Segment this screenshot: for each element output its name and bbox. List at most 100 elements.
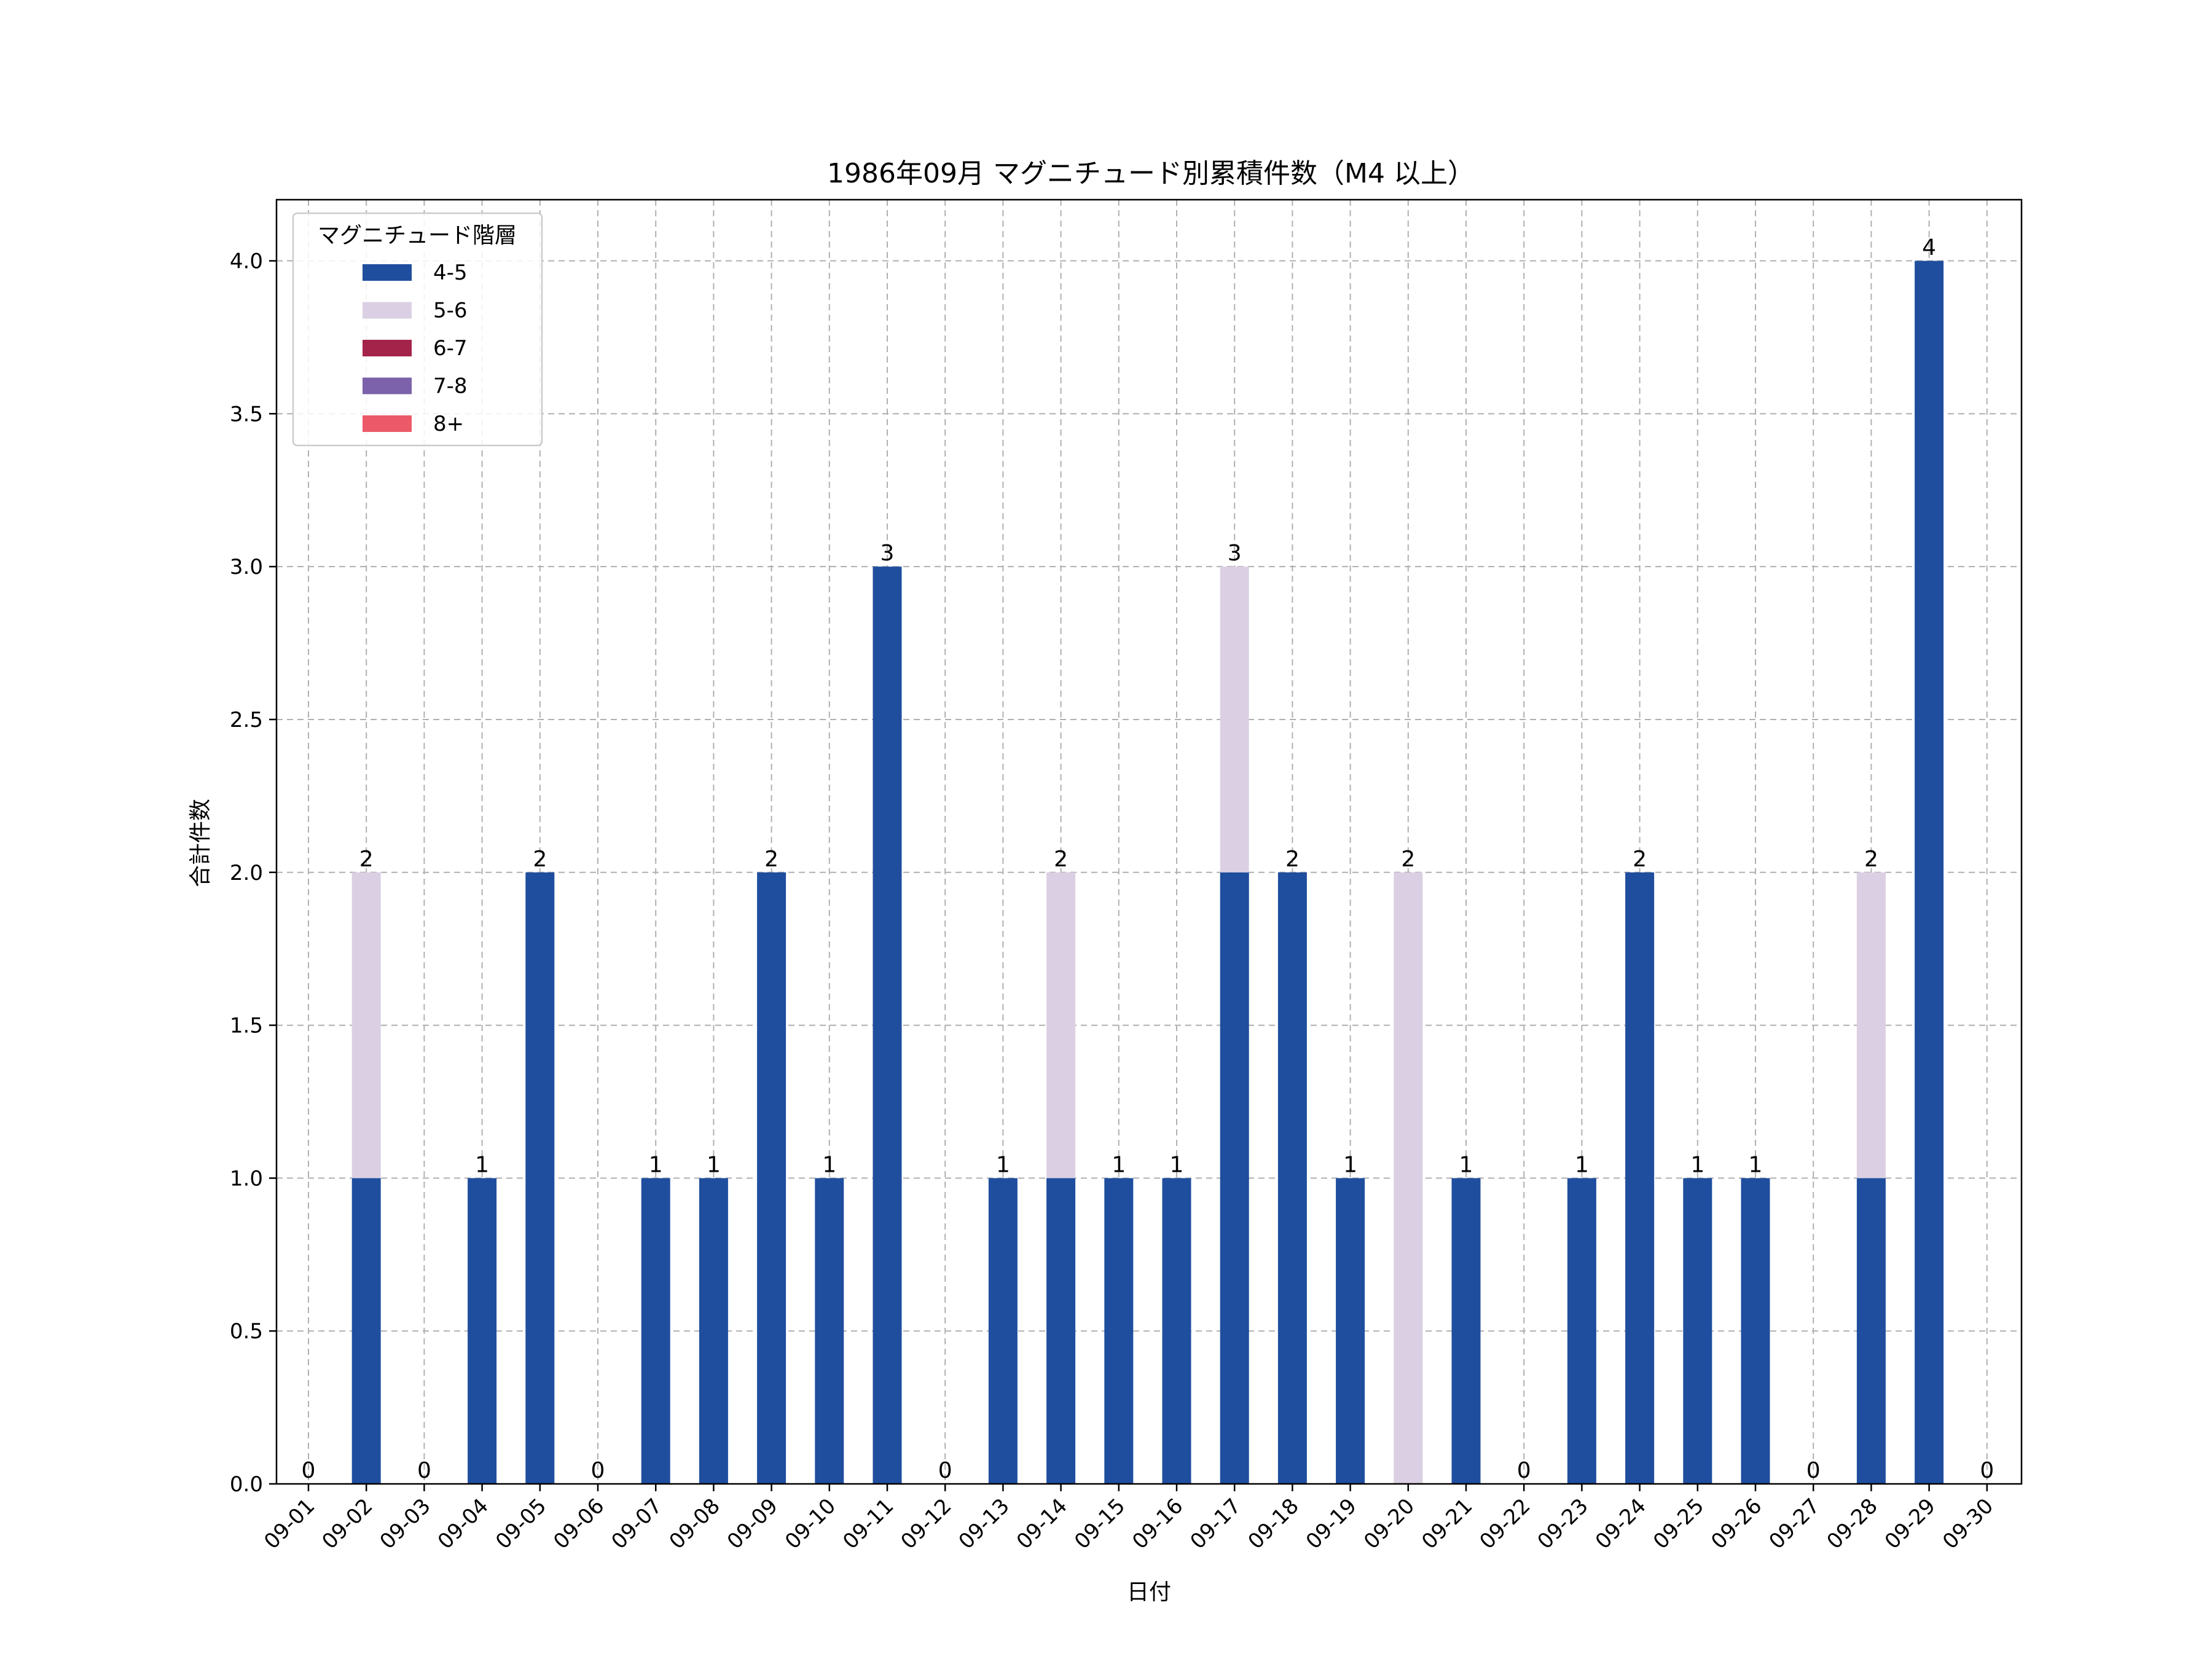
bar-segment-4-5 — [1277, 872, 1307, 1484]
plot-area-frame — [275, 198, 2023, 1485]
legend-items: 4-5 5-6 6-7 7-8 8+ — [363, 261, 468, 436]
x-tick-label: 09-08 — [665, 1494, 725, 1554]
bar-segment-4-5 — [525, 872, 555, 1484]
bar-segment-4-5 — [468, 1178, 497, 1484]
bar-segment-4-5 — [1856, 1178, 1886, 1484]
bar-segment-5-6 — [1856, 872, 1886, 1179]
x-tick-label: 09-30 — [1938, 1494, 1998, 1554]
x-tick-label: 09-16 — [1128, 1494, 1188, 1554]
bar-total-label: 0 — [938, 1458, 952, 1483]
bar-segment-4-5 — [641, 1178, 670, 1484]
bar-total-label: 2 — [359, 847, 374, 872]
bar-total-label: 1 — [1112, 1152, 1126, 1177]
bar-total-label: 0 — [591, 1458, 605, 1483]
bar-total-label: 1 — [1459, 1152, 1473, 1177]
x-tick-label: 09-23 — [1533, 1494, 1593, 1554]
legend-swatch-5-6 — [363, 302, 412, 319]
bar-segment-4-5 — [1046, 1178, 1076, 1484]
y-tick-label: 2.0 — [230, 861, 263, 885]
bar-total-label: 2 — [1864, 847, 1878, 872]
bar-total-label: 1 — [1343, 1152, 1357, 1177]
bar-segment-4-5 — [873, 567, 902, 1484]
x-tick-label: 09-09 — [723, 1494, 783, 1554]
legend-swatch-7-8 — [363, 377, 412, 394]
y-tick-label: 1.5 — [230, 1014, 263, 1038]
bar-total-label: 3 — [880, 541, 895, 566]
bar-total-label: 0 — [1517, 1458, 1531, 1483]
bar-segment-4-5 — [1451, 1178, 1481, 1484]
y-tick-label: 2.5 — [230, 708, 263, 732]
x-tick-label: 09-29 — [1880, 1494, 1940, 1554]
y-tick-label: 1.0 — [230, 1166, 263, 1191]
bar-segment-4-5 — [1220, 872, 1249, 1484]
bar-total-label: 1 — [1170, 1152, 1184, 1177]
bar-total-label: 1 — [1749, 1152, 1763, 1177]
x-tick-label: 09-04 — [433, 1494, 493, 1554]
bar-segment-5-6 — [351, 872, 381, 1179]
bar-total-label: 2 — [1633, 847, 1647, 872]
bar-segment-4-5 — [1741, 1178, 1770, 1484]
bar-total-label: 1 — [475, 1152, 489, 1177]
legend-label: 8+ — [433, 412, 464, 436]
bar-total-label: 0 — [1980, 1458, 1994, 1483]
bar-total-label: 1 — [707, 1152, 721, 1177]
bar-segment-4-5 — [351, 1178, 381, 1484]
bars — [351, 261, 1944, 1484]
legend-swatch-6-7 — [363, 340, 412, 356]
bar-segment-4-5 — [1625, 872, 1655, 1484]
bar-total-label: 0 — [417, 1458, 431, 1483]
x-tick-label: 09-01 — [259, 1494, 320, 1554]
bar-segment-5-6 — [1046, 872, 1076, 1179]
bar-total-label: 1 — [822, 1152, 836, 1177]
bar-total-label: 1 — [1690, 1152, 1704, 1177]
y-tick-label: 3.5 — [230, 402, 263, 426]
legend-frame — [292, 212, 543, 447]
legend: マグニチュード階層 4-5 5-6 6-7 7-8 8+ — [292, 212, 543, 447]
bar-total-label: 1 — [1575, 1152, 1589, 1177]
bar-segment-4-5 — [699, 1178, 728, 1484]
bar-segment-4-5 — [1567, 1178, 1596, 1484]
legend-title: マグニチュード階層 — [318, 223, 517, 248]
bar-segment-4-5 — [1336, 1178, 1365, 1484]
bar-total-label: 2 — [533, 847, 547, 872]
bar-total-label: 0 — [1806, 1458, 1821, 1483]
x-tick-label: 09-12 — [896, 1494, 956, 1554]
x-tick-label: 09-10 — [780, 1494, 841, 1554]
bar-total-label: 4 — [1922, 235, 1936, 261]
bar-segment-4-5 — [1915, 261, 1944, 1484]
x-tick-label: 09-07 — [606, 1494, 667, 1554]
bar-total-label: 1 — [996, 1152, 1010, 1177]
bar-segment-5-6 — [1394, 872, 1423, 1484]
x-tick-label: 09-20 — [1359, 1494, 1419, 1554]
legend-label: 7-8 — [433, 374, 468, 399]
bar-segment-5-6 — [1220, 567, 1249, 873]
legend-swatch-4-5 — [363, 264, 412, 281]
x-tick-label: 09-11 — [838, 1494, 898, 1554]
legend-label: 6-7 — [433, 336, 468, 361]
x-tick-label: 09-24 — [1591, 1494, 1651, 1554]
x-tick-label: 09-21 — [1417, 1494, 1477, 1554]
bar-total-label: 2 — [764, 847, 779, 872]
bar-total-label: 3 — [1228, 541, 1242, 566]
x-tick-label: 09-13 — [954, 1494, 1014, 1554]
x-tick-label: 09-17 — [1185, 1494, 1245, 1554]
x-tick-label: 09-02 — [317, 1494, 377, 1554]
bar-total-label: 2 — [1401, 847, 1415, 872]
y-tick-label: 4.0 — [230, 249, 263, 274]
bar-segment-4-5 — [1683, 1178, 1712, 1484]
bar-segment-4-5 — [757, 872, 786, 1484]
x-tick-label: 09-18 — [1244, 1494, 1304, 1554]
y-tick-label: 0.0 — [230, 1472, 263, 1497]
legend-label: 4-5 — [433, 261, 468, 285]
y-tick-label: 0.5 — [230, 1319, 263, 1344]
chart-title: 1986年09月 マグニチュード別累積件数（M4 以上） — [827, 158, 1475, 189]
x-axis-title: 日付 — [1127, 1580, 1171, 1605]
x-tick-label: 09-25 — [1649, 1494, 1709, 1554]
legend-label: 5-6 — [433, 299, 468, 323]
bar-total-label: 0 — [302, 1458, 316, 1483]
bar-total-labels: 0 2 0 1 2 0 1 1 2 1 3 0 1 2 1 1 3 2 1 2 1 0 1 2 1 1 0 2 4 0 — [302, 235, 1994, 1483]
x-tick-label: 09-22 — [1475, 1494, 1535, 1554]
bar-segment-4-5 — [1104, 1178, 1134, 1484]
bar-total-label: 2 — [1285, 847, 1300, 872]
